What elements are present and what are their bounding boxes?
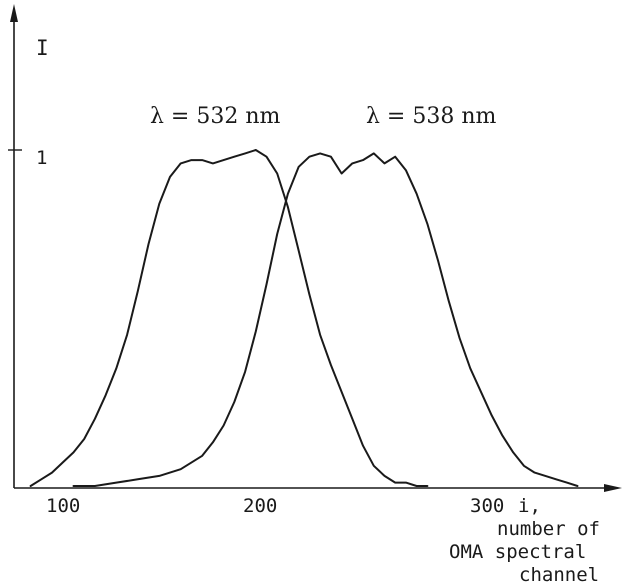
y-axis-arrowhead [10,4,18,22]
x-axis-label-line-1: i, [518,495,541,517]
series-label-538: λ = 538 nm [366,104,497,129]
x-tick-200-label: 200 [243,495,277,517]
series-label-532: λ = 532 nm [150,104,281,129]
x-tick-100-label: 100 [46,495,80,517]
curve-532nm [29,149,429,487]
y-axis-label: I [36,36,49,60]
x-tick-300-label: 300 [470,495,504,517]
x-axis-arrowhead [604,484,622,492]
y-tick-1-label: 1 [36,147,47,169]
x-axis-label-line-3: OMA spectral [449,541,586,563]
x-axis-label-line-2: number of [497,518,600,540]
curve-538nm [72,152,579,487]
x-axis-label-line-4: channel [519,564,599,586]
